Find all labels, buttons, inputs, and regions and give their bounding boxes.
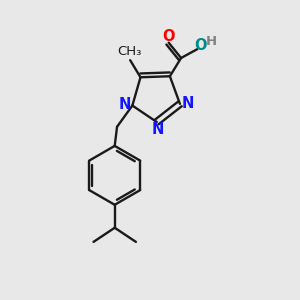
Text: N: N — [182, 96, 194, 111]
Text: N: N — [119, 97, 131, 112]
Text: CH₃: CH₃ — [117, 46, 142, 59]
Text: O: O — [162, 29, 174, 44]
Text: O: O — [195, 38, 207, 53]
Text: N: N — [152, 122, 164, 137]
Text: H: H — [206, 35, 217, 48]
